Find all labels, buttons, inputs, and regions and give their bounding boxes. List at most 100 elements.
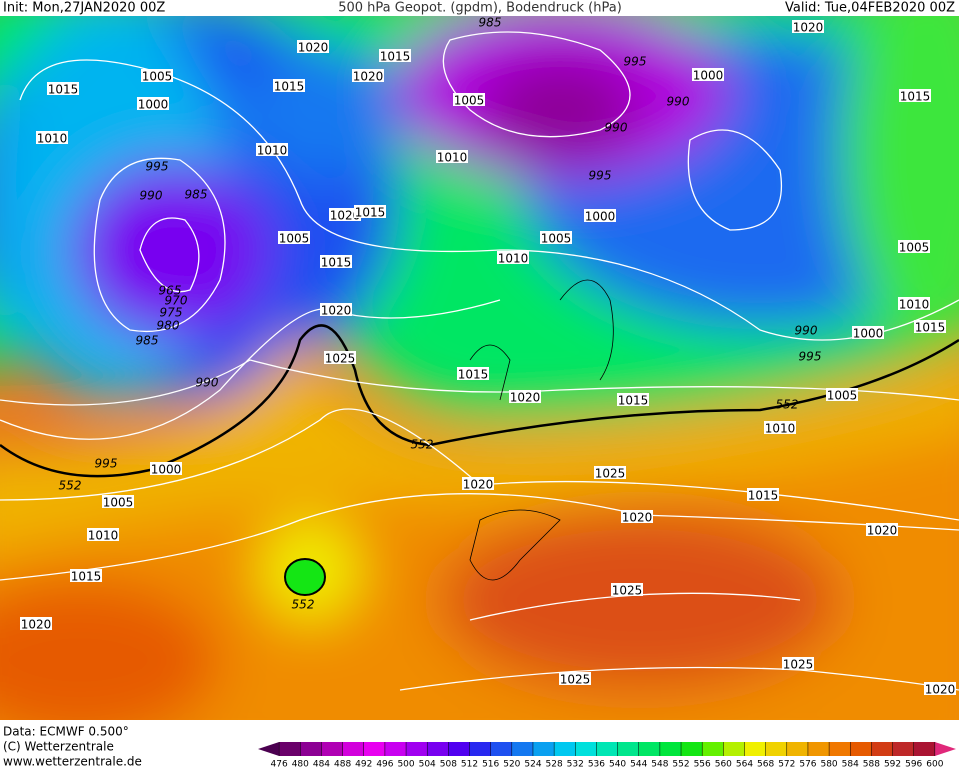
- colorbar-tick-label: 512: [461, 760, 478, 770]
- isobar-label-bg: [559, 672, 591, 685]
- isobar-label: 1015: [900, 90, 931, 104]
- isobar-label: 1020: [321, 304, 352, 318]
- isobar-label: 990: [667, 95, 690, 109]
- isobar-label-bg: [20, 617, 52, 630]
- isobar-label: 1000: [853, 327, 884, 341]
- isobar-label-bg: [898, 297, 930, 310]
- map-title: 500 hPa Geopot. (gpdm), Bodendruck (hPa): [338, 1, 622, 16]
- colorbar-arrow: [934, 742, 956, 756]
- isobar-label: 552: [59, 479, 82, 493]
- colorbar-tick-label: 540: [609, 760, 626, 770]
- isobar-label: 1000: [138, 98, 169, 112]
- colorbar-swatch: [511, 742, 534, 756]
- isobar-label-bg: [297, 40, 329, 53]
- isobar-label-bg: [782, 657, 814, 670]
- isobar-label: 1020: [330, 209, 361, 223]
- isobar-label: 1020: [867, 524, 898, 538]
- isobar-label-bg: [36, 131, 68, 144]
- isobar-label: 1020: [925, 683, 956, 697]
- colorbar-tick-label: 524: [524, 760, 541, 770]
- data-source: Data: ECMWF 0.500°: [3, 725, 129, 739]
- colorbar-tick-label: 520: [503, 760, 520, 770]
- isobar-label-bg: [792, 20, 824, 33]
- isobar-label-bg: [352, 69, 384, 82]
- colorbar-swatch: [659, 742, 682, 756]
- isobar-label: 1015: [321, 256, 352, 270]
- colorbar-tick-label: 484: [313, 760, 330, 770]
- isobar-label-bg: [47, 82, 79, 95]
- isobar-label: 1010: [437, 151, 468, 165]
- colorbar-tick-label: 564: [736, 760, 753, 770]
- isobar-label: 1020: [463, 478, 494, 492]
- colorbar-swatch: [913, 742, 936, 756]
- colorbar-tick-label: 500: [397, 760, 414, 770]
- isobar-label-bg: [594, 466, 626, 479]
- isobar-label: 552: [292, 598, 315, 612]
- colorbar-tick-label: 552: [672, 760, 689, 770]
- isobar-label-bg: [826, 388, 858, 401]
- colorbar-tick-label: 600: [926, 760, 943, 770]
- isobar-label: 985: [479, 16, 502, 30]
- colorbar-tick-label: 496: [376, 760, 393, 770]
- colorbar-tick-label: 592: [884, 760, 901, 770]
- isobar-label-bg: [324, 351, 356, 364]
- website: www.wetterzentrale.de: [3, 755, 142, 769]
- isobar-label: 1010: [765, 422, 796, 436]
- isobar-label: 1010: [257, 144, 288, 158]
- isobar-label-bg: [914, 320, 946, 333]
- isobar-label-bg: [453, 93, 485, 106]
- isobar-label: 1000: [585, 210, 616, 224]
- isobar-label: 1025: [560, 673, 591, 687]
- isobar-label-bg: [924, 682, 956, 695]
- isobar-label: 990: [605, 121, 628, 135]
- isobar-label-bg: [354, 205, 386, 218]
- isobar-label: 552: [776, 398, 799, 412]
- isobar-label: 1020: [353, 70, 384, 84]
- isobar-label-bg: [852, 326, 884, 339]
- init-time: Init: Mon,27JAN2020 00Z: [3, 1, 165, 16]
- colorbar-swatch: [617, 742, 640, 756]
- colorbar-tick-label: 584: [842, 760, 859, 770]
- isobar-label-bg: [102, 495, 134, 508]
- colorbar-swatch: [702, 742, 724, 756]
- colorbar-swatch: [596, 742, 619, 756]
- isobar-label: 1015: [380, 50, 411, 64]
- isobar-label: 1015: [48, 83, 79, 97]
- isobar-label-bg: [141, 69, 173, 82]
- isobar-label: 1005: [541, 232, 572, 246]
- isobar-label: 990: [196, 376, 219, 390]
- colorbar-swatch: [681, 742, 703, 756]
- isobar-label-bg: [436, 150, 468, 163]
- header-bar: [0, 0, 959, 16]
- colorbar-swatch: [744, 742, 767, 756]
- colorbar-tick-label: 596: [905, 760, 922, 770]
- colorbar-tick-label: 508: [440, 760, 457, 770]
- isobar-label: 985: [185, 188, 208, 202]
- isobar-label: 990: [795, 324, 818, 338]
- isobar-label: 995: [799, 350, 822, 364]
- isobar-label-bg: [898, 240, 930, 253]
- isobar-label-bg: [320, 255, 352, 268]
- colorbar-tick-label: 568: [757, 760, 774, 770]
- isobar-label-bg: [866, 523, 898, 536]
- isobar-label: 1025: [595, 467, 626, 481]
- isobar-label-bg: [256, 143, 288, 156]
- isobar-label-bg: [329, 208, 361, 221]
- isobar-label: 1015: [915, 321, 946, 335]
- colorbar-swatch: [871, 742, 894, 756]
- colorbar-tick-label: 548: [651, 760, 668, 770]
- colorbar-swatch: [321, 742, 344, 756]
- colorbar-swatch: [829, 742, 851, 756]
- isobar-label: 1005: [827, 389, 858, 403]
- isobar-label: 1010: [899, 298, 930, 312]
- isobar-label-bg: [497, 251, 529, 264]
- isobar-label: 552: [411, 438, 434, 452]
- colorbar-tick-label: 572: [778, 760, 795, 770]
- isobar-label: 1000: [693, 69, 724, 83]
- colorbar-tick-label: 480: [292, 760, 309, 770]
- colorbar-tick-label: 588: [863, 760, 880, 770]
- isobar-label: 1025: [325, 352, 356, 366]
- colorbar-swatch: [490, 742, 513, 756]
- colorbar-tick-label: 476: [271, 760, 288, 770]
